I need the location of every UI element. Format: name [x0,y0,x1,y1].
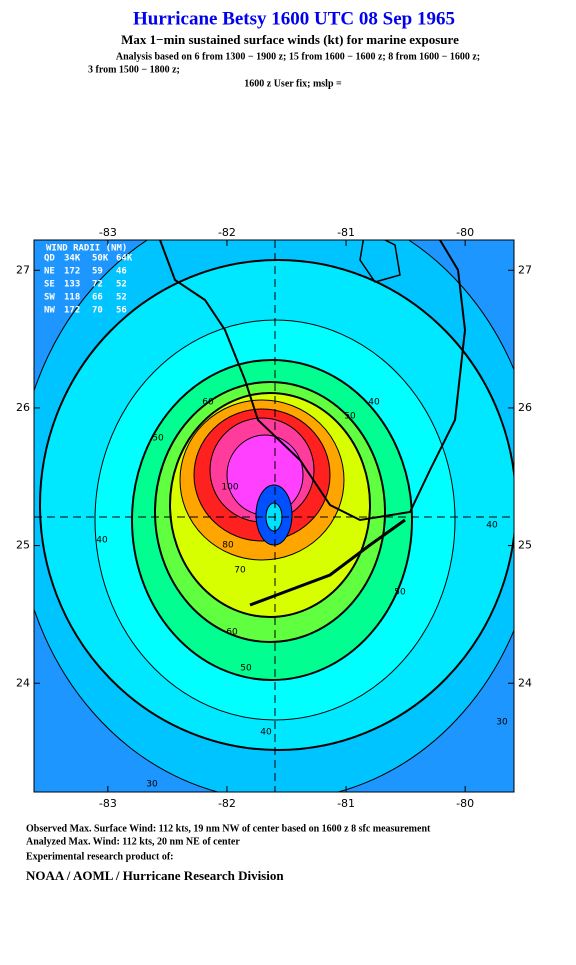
wind-field [34,240,514,792]
y-tick-label: 26 [16,401,30,414]
x-tick-label: -83 [99,226,117,239]
contour-label: 30 [146,780,158,790]
x-tick-label: -82 [218,797,236,810]
radii-cell: 172 [64,267,80,277]
y-tick-label: 25 [518,539,532,552]
contour-label: 70 [234,566,246,576]
radii-cell: NE [44,267,55,277]
radii-header: 64K [116,254,133,264]
footer-line: Observed Max. Surface Wind: 112 kts, 19 … [26,823,431,834]
fix-line: 1600 z User fix; mslp = [244,78,342,89]
radii-cell: SE [44,280,55,290]
y-tick-label: 25 [16,539,30,552]
radii-header: 50K [92,254,109,264]
x-tick-label: -83 [99,797,117,810]
keys [249,518,406,607]
analysis-line: 3 from 1500 − 1800 z; [88,64,180,75]
radii-cell: 118 [64,293,80,303]
radii-cell: 66 [92,293,103,303]
radii-cell: SW [44,293,55,303]
radii-cell: NW [44,306,55,316]
subtitle: Max 1−min sustained surface winds (kt) f… [121,32,459,47]
x-tick-label: -81 [337,797,355,810]
contour-label: 50 [240,664,252,674]
radii-cell: 72 [92,280,103,290]
plot-frame [33,239,515,793]
y-tick-label: 27 [518,263,532,276]
radii-cell: 46 [116,267,127,277]
y-tick-label: 26 [518,401,532,414]
contour-label: 100 [221,483,238,493]
radii-header: QD [44,254,55,264]
radii-cell: 172 [64,306,80,316]
contour-label: 40 [486,521,498,531]
title: Hurricane Betsy 1600 UTC 08 Sep 1965 [133,8,455,29]
contour-label: 50 [152,434,164,444]
footer-org: NOAA / AOML / Hurricane Research Divisio… [26,868,284,883]
coastline [159,240,467,522]
x-tick-label: -81 [337,226,355,239]
contour-label: 40 [96,536,108,546]
contour-label: 60 [202,398,214,408]
footer-line: Analyzed Max. Wind: 112 kts, 20 nm NE of… [26,836,240,847]
contour-label: 50 [394,588,406,598]
contour-label: 60 [226,628,238,638]
radii-header: 34K [64,254,81,264]
y-tick-label: 27 [16,263,30,276]
radii-cell: 70 [92,306,103,316]
footer-line: Experimental research product of: [26,851,173,862]
radii-cell: 56 [116,306,127,316]
radii-cell: 59 [92,267,103,277]
x-tick-label: -80 [456,226,474,239]
radii-title: WIND RADII (NM) [46,244,127,254]
radii-cell: 52 [116,293,127,303]
radii-cell: 133 [64,280,80,290]
x-tick-label: -82 [218,226,236,239]
lake [359,240,401,283]
analysis-line: Analysis based on 6 from 1300 − 1900 z; … [116,51,480,62]
radii-cell: 52 [116,280,127,290]
contour-label: 80 [222,541,234,551]
contour-label: 40 [368,398,380,408]
contour-label: 50 [344,412,356,422]
y-tick-label: 24 [16,676,30,689]
contour-label: 40 [260,728,272,738]
contour-label: 30 [496,718,508,728]
y-tick-label: 24 [518,676,532,689]
x-tick-label: -80 [456,797,474,810]
